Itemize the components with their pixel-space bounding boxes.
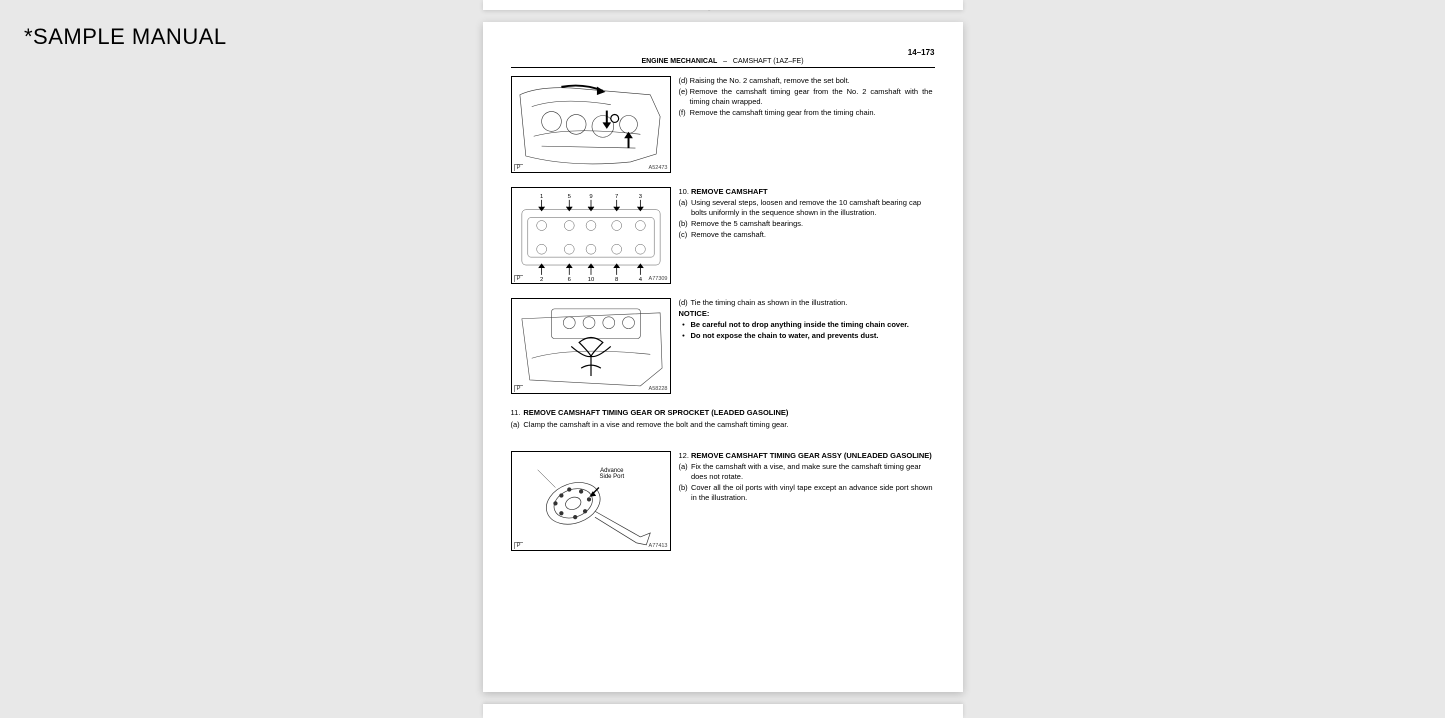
manual-page: 14–173 ENGINE MECHANICAL – CAMSHAFT (1AZ… [483, 22, 963, 692]
bolt-sequence-diagram: 1 5 9 7 3 2 6 10 8 4 [512, 188, 670, 283]
figure-code: A52473 [649, 165, 668, 171]
step-label: (a) [679, 198, 691, 219]
step-block-2: 1 5 9 7 3 2 6 10 8 4 P A77309 10.REMOVE … [511, 187, 935, 284]
step-label: (f) [679, 108, 690, 119]
timing-gear-assy-diagram [512, 452, 670, 551]
step-number: 10. [679, 187, 691, 198]
bolt-num: 2 [539, 277, 542, 283]
figure-code: A58228 [649, 386, 668, 392]
step-text: Remove the 5 camshaft bearings. [691, 219, 935, 230]
step-block-4: 11.REMOVE CAMSHAFT TIMING GEAR OR SPROCK… [511, 408, 935, 430]
step-block-3: P A58228 (d)Tie the timing chain as show… [511, 298, 935, 395]
step-title: REMOVE CAMSHAFT [691, 187, 935, 198]
figure-corner-marker: P [514, 542, 523, 549]
page-header: 14–173 ENGINE MECHANICAL – CAMSHAFT (1AZ… [511, 52, 935, 68]
step-label: (d) [679, 76, 690, 87]
step-label: (c) [679, 230, 691, 241]
header-breadcrumb: ENGINE MECHANICAL – CAMSHAFT (1AZ–FE) [641, 58, 803, 65]
figure-corner-marker: P [514, 385, 523, 392]
notice-label: NOTICE: [679, 309, 911, 320]
next-page-peek [483, 704, 963, 718]
step-block-5: AdvanceSide Port P A77413 12.REMOVE CAMS… [511, 451, 935, 552]
bolt-num: 1 [539, 194, 542, 200]
step-label: (b) [679, 483, 691, 504]
bullet-icon: • [679, 331, 691, 342]
header-sep: – [723, 58, 727, 65]
figure-code: A77413 [649, 543, 668, 549]
step-text: Remove the camshaft timing gear from the… [690, 108, 935, 119]
timing-chain-tie-diagram [512, 299, 670, 394]
notice-text: Do not expose the chain to water, and pr… [691, 331, 911, 342]
step-text: Raising the No. 2 camshaft, remove the s… [690, 76, 935, 87]
step-label: (a) [511, 420, 524, 431]
step-text: Remove the camshaft. [691, 230, 935, 241]
step-text: Tie the timing chain as shown in the ill… [691, 298, 911, 309]
step-block-1: P A52473 (d)Raising the No. 2 camshaft, … [511, 76, 935, 173]
figure-corner-marker: P [514, 275, 523, 282]
page-number: 14–173 [908, 48, 935, 57]
bolt-num: 10 [587, 277, 594, 283]
step-text: Fix the camshaft with a vise, and make s… [691, 462, 935, 483]
previous-page-peek [483, 0, 963, 10]
step-label: (e) [679, 87, 690, 108]
step-label: (a) [679, 462, 691, 483]
header-section: ENGINE MECHANICAL [641, 58, 717, 65]
step-text: Clamp the camshaft in a vise and remove … [523, 420, 791, 431]
step-number: 11. [511, 408, 524, 419]
step-text: Using several steps, loosen and remove t… [691, 198, 935, 219]
figure-code: A77309 [649, 276, 668, 282]
step-title: REMOVE CAMSHAFT TIMING GEAR OR SPROCKET … [523, 408, 791, 419]
bolt-num: 9 [589, 194, 592, 200]
figure-corner-marker: P [514, 164, 523, 171]
advance-side-port-label: AdvanceSide Port [600, 468, 625, 481]
instruction-text-3: (d)Tie the timing chain as shown in the … [679, 298, 935, 343]
bolt-num: 7 [615, 194, 618, 200]
step-label: (d) [679, 298, 691, 309]
step-number: 12. [679, 451, 691, 462]
instruction-text-1: (d)Raising the No. 2 camshaft, remove th… [679, 76, 935, 120]
figure-1: P A52473 [511, 76, 671, 173]
figure-3: P A58228 [511, 298, 671, 395]
engine-camshaft-diagram [512, 77, 670, 172]
notice-text: Be careful not to drop anything inside t… [691, 320, 911, 331]
header-subsection: CAMSHAFT (1AZ–FE) [733, 58, 804, 65]
bullet-icon: • [679, 320, 691, 331]
figure-4: AdvanceSide Port P A77413 [511, 451, 671, 552]
sample-manual-watermark: *SAMPLE MANUAL [24, 24, 227, 50]
step-text: Cover all the oil ports with vinyl tape … [691, 483, 935, 504]
instruction-text-2: 10.REMOVE CAMSHAFT (a)Using several step… [679, 187, 935, 242]
step-text: Remove the camshaft timing gear from the… [690, 87, 935, 108]
instruction-text-5: 12.REMOVE CAMSHAFT TIMING GEAR ASSY (UNL… [679, 451, 935, 505]
step-title: REMOVE CAMSHAFT TIMING GEAR ASSY (UNLEAD… [691, 451, 935, 462]
figure-2: 1 5 9 7 3 2 6 10 8 4 P A77309 [511, 187, 671, 284]
step-label: (b) [679, 219, 691, 230]
